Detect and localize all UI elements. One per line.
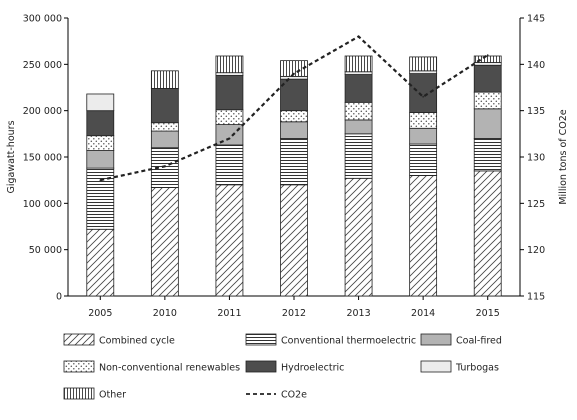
bar-conventional-thermoelectric-2012	[280, 138, 308, 186]
legend-swatch-combined-cycle	[63, 333, 95, 346]
bar-turbogas-2014	[409, 70, 438, 74]
bars	[86, 55, 502, 297]
bar-combined-cycle-2012	[280, 184, 308, 297]
x-tick-label-2010: 2010	[153, 308, 177, 319]
bar-coal-fired-2014	[409, 127, 438, 145]
bar-non-conventional-renewables-2010	[150, 122, 179, 132]
bar-conventional-thermoelectric-2013	[344, 133, 373, 179]
y2-tick-label: 145	[527, 14, 545, 25]
legend-label-co2e: CO2e	[281, 390, 307, 401]
bar-turbogas-2013	[344, 71, 373, 75]
bar-turbogas-2012	[280, 75, 308, 80]
legend-label-hydroelectric: Hydroelectric	[281, 363, 344, 374]
co2e-point-2015	[486, 54, 489, 56]
bar-coal-fired-2012	[280, 121, 308, 139]
y2-tick-label: 115	[527, 292, 545, 303]
legend-swatch-conventional-thermoelectric	[245, 333, 277, 346]
co2e-point-2010	[164, 165, 166, 168]
bar-hydroelectric-2005	[86, 110, 115, 137]
bar-coal-fired-2013	[344, 119, 373, 135]
bar-non-conventional-renewables-2011	[215, 109, 244, 125]
bar-conventional-thermoelectric-2011	[215, 144, 244, 186]
y2-tick-label: 135	[527, 106, 545, 117]
x-tick-label-2012: 2012	[282, 308, 306, 319]
y2-tick-label: 120	[527, 245, 545, 256]
bar-hydroelectric-2012	[280, 78, 308, 112]
bar-coal-fired-2005	[86, 150, 115, 169]
x-tick-label-2013: 2013	[346, 308, 370, 319]
bar-combined-cycle-2010	[150, 187, 179, 297]
bar-hydroelectric-2015	[473, 64, 502, 93]
co2e-point-2012	[293, 72, 295, 75]
legend-swatch-turbogas	[420, 360, 452, 373]
legend-label-coal-fired: Coal-fired	[456, 336, 502, 347]
bar-combined-cycle-2015	[473, 170, 502, 297]
y2-axis-title: Million tons of CO2e	[558, 109, 569, 204]
legend-swatch-coal-fired	[420, 333, 452, 346]
legend-label-turbogas: Turbogas	[455, 363, 499, 374]
y2-tick-label: 125	[527, 199, 545, 210]
co2e-point-2011	[228, 137, 231, 140]
y-tick-label: 100 000	[23, 199, 62, 210]
bar-turbogas-2015	[473, 62, 502, 66]
bar-combined-cycle-2013	[344, 177, 373, 297]
legend-swatch-non-conventional-renewables	[63, 360, 95, 373]
bar-conventional-thermoelectric-2014	[409, 143, 438, 176]
bar-hydroelectric-2011	[215, 75, 244, 111]
bar-other-2011	[215, 55, 244, 74]
bar-non-conventional-renewables-2013	[344, 101, 373, 121]
x-tick-label-2005: 2005	[88, 308, 112, 319]
bar-non-conventional-renewables-2012	[280, 110, 308, 123]
axes: 0 50 000 100 000 150 000 200 000 250 000 300 0…	[6, 14, 569, 320]
bar-other-2015	[473, 55, 502, 63]
legend-label-conventional-thermoelectric: Conventional thermoelectric	[281, 336, 416, 347]
legend-label-combined-cycle: Combined cycle	[99, 336, 175, 347]
bar-conventional-thermoelectric-2015	[473, 138, 502, 172]
bar-combined-cycle-2005	[86, 228, 115, 297]
x-tick-label-2014: 2014	[411, 308, 435, 319]
bar-other-2013	[344, 55, 373, 73]
y2-tick-label: 140	[527, 60, 545, 71]
bar-turbogas-2011	[215, 72, 244, 76]
y-tick-label: 150 000	[23, 153, 62, 164]
y-tick-label: 300 000	[23, 14, 62, 25]
bar-non-conventional-renewables-2014	[409, 112, 438, 129]
y-axis-title: Gigawatt-hours	[6, 120, 17, 193]
bar-other-2014	[409, 56, 438, 72]
co2e-point-2005	[99, 179, 102, 181]
bar-combined-cycle-2011	[215, 184, 244, 297]
bar-turbogas-2005	[86, 93, 115, 112]
bar-other-2012	[280, 60, 308, 77]
legend-swatch-hydroelectric	[245, 360, 277, 373]
legend-label-non-conventional-renewables: Non-conventional renewables	[99, 363, 240, 374]
bar-non-conventional-renewables-2015	[473, 91, 502, 110]
legend-label-other: Other	[99, 390, 126, 401]
y2-tick-label: 130	[527, 153, 545, 164]
bar-hydroelectric-2014	[409, 73, 438, 113]
bar-other-2010	[150, 70, 179, 89]
bar-hydroelectric-2013	[344, 74, 373, 103]
co2e-point-2013	[357, 35, 360, 38]
y-tick-label: 200 000	[23, 106, 62, 117]
y-tick-label: 50 000	[29, 245, 62, 256]
bar-coal-fired-2010	[150, 130, 179, 149]
bar-non-conventional-renewables-2005	[86, 135, 115, 151]
co2e-line	[99, 35, 489, 182]
legend: Combined cycle Conventional thermoelectri…	[63, 333, 502, 401]
y-tick-label: 250 000	[23, 60, 62, 71]
bar-hydroelectric-2010	[150, 88, 179, 124]
x-tick-label-2011: 2011	[217, 308, 241, 319]
bar-coal-fired-2015	[473, 108, 502, 139]
legend-swatch-other	[63, 387, 95, 400]
co2e-point-2014	[422, 95, 424, 98]
y-tick-label: 0	[56, 292, 62, 303]
bar-combined-cycle-2014	[409, 175, 438, 297]
x-tick-label-2015: 2015	[476, 308, 500, 319]
